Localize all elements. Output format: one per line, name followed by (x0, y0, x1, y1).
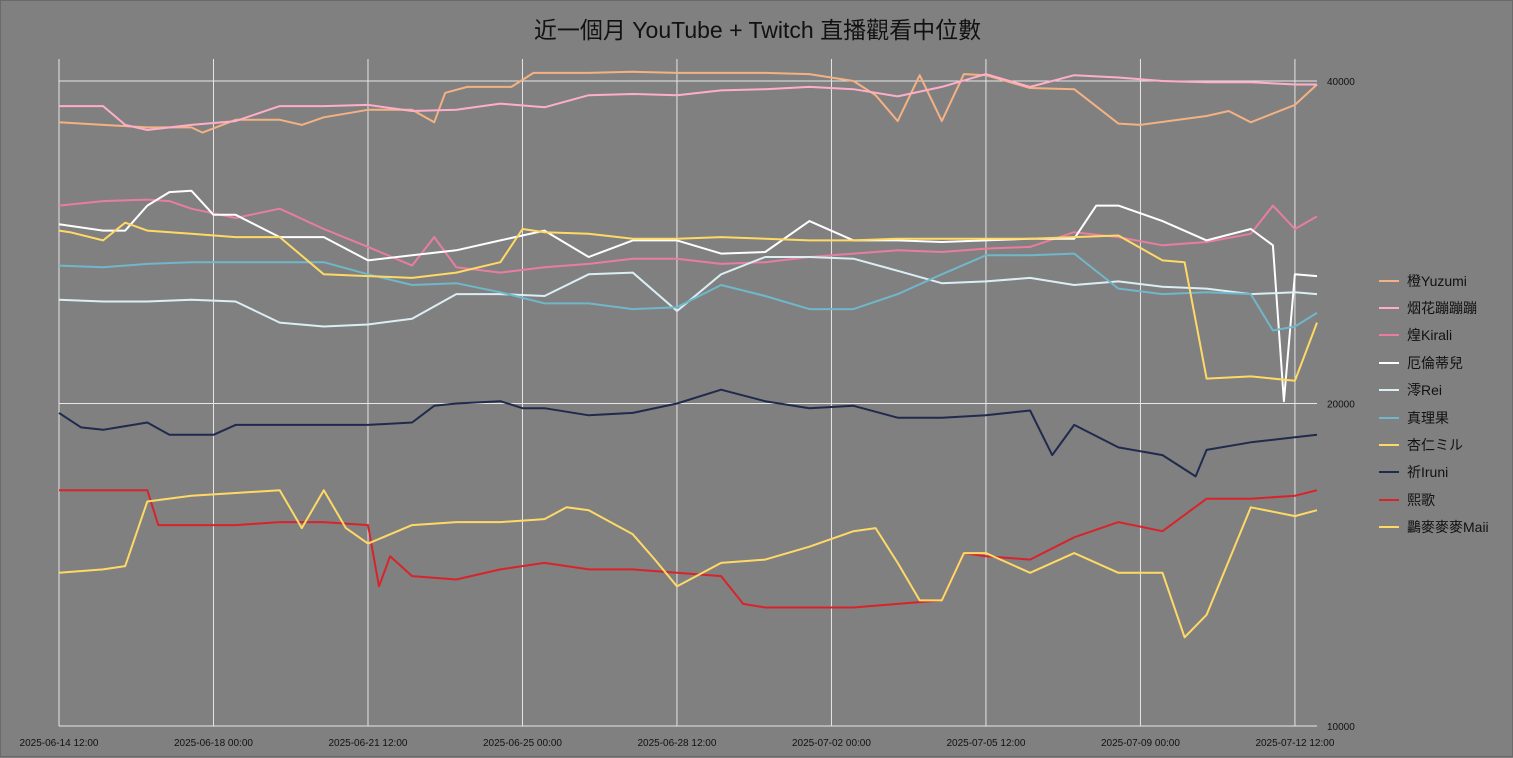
legend-label: 澪Rei (1407, 382, 1443, 399)
legend-swatch (1379, 361, 1399, 364)
legend-item: 煌Kirali (1379, 322, 1509, 349)
x-tick-label: 2025-07-09 00:00 (1101, 738, 1180, 749)
x-tick-label: 2025-06-28 12:00 (637, 738, 716, 749)
legend-swatch (1379, 471, 1399, 474)
legend-swatch (1379, 526, 1399, 529)
series-line-8 (59, 489, 1318, 609)
legend-swatch (1379, 444, 1399, 447)
x-tick-label: 2025-07-12 12:00 (1255, 738, 1334, 749)
legend-item: 杏仁ミル (1379, 431, 1509, 458)
series-line-0 (58, 70, 1318, 134)
x-tick-label: 2025-07-02 00:00 (792, 738, 871, 749)
series-line-3 (58, 189, 1318, 403)
legend-item: 祈Iruni (1379, 459, 1509, 486)
series-line-5 (58, 252, 1318, 332)
legend-label: 祈Iruni (1407, 464, 1449, 481)
legend-label: 鸓麥麥麥Maii (1407, 519, 1489, 536)
legend-swatch (1379, 334, 1399, 337)
chart-title: 近一個月 YouTube + Twitch 直播觀看中位數 (533, 17, 982, 43)
legend-label: 橙Yuzumi (1407, 272, 1467, 289)
legend-swatch (1379, 498, 1399, 501)
series-line-2 (58, 198, 1318, 274)
legend-item: 真理果 (1379, 404, 1509, 431)
series-line-1 (59, 73, 1317, 131)
legend-swatch (1379, 279, 1399, 282)
legend-label: 杏仁ミル (1407, 437, 1463, 454)
legend-item: 熙歌 (1379, 486, 1509, 513)
legend-swatch (1379, 389, 1399, 392)
legend-label: 煌Kirali (1407, 327, 1453, 344)
series-line-7 (58, 388, 1318, 478)
y-tick-label: 20000 (1327, 400, 1355, 411)
x-tick-label: 2025-06-21 12:00 (328, 738, 407, 749)
series-line-6 (58, 221, 1318, 382)
y-tick-label: 40000 (1327, 77, 1355, 88)
legend-item: 鸓麥麥麥Maii (1379, 514, 1509, 541)
legend-label: 烟花蹦蹦蹦 (1407, 300, 1477, 317)
y-tick-label: 10000 (1327, 722, 1355, 733)
x-tick-label: 2025-07-05 12:00 (946, 738, 1025, 749)
series-line-4 (58, 256, 1318, 328)
legend-item: 橙Yuzumi (1379, 267, 1509, 294)
legend-swatch (1379, 307, 1399, 310)
legend: 橙Yuzumi 烟花蹦蹦蹦煌Kirali 厄倫蒂兒澪Rei 真理果杏仁ミル祈Iruni… (1379, 267, 1509, 541)
legend-label: 熙歌 (1407, 491, 1435, 508)
legend-item: 澪Rei (1379, 377, 1509, 404)
legend-item: 烟花蹦蹦蹦 (1379, 294, 1509, 321)
legend-swatch (1379, 416, 1399, 419)
series-line-9 (58, 489, 1318, 639)
x-tick-label: 2025-06-25 00:00 (483, 738, 562, 749)
legend-item: 厄倫蒂兒 (1379, 349, 1509, 376)
x-tick-label: 2025-06-14 12:00 (20, 738, 99, 749)
x-tick-label: 2025-06-18 00:00 (174, 738, 253, 749)
legend-label: 厄倫蒂兒 (1407, 354, 1463, 371)
legend-label: 真理果 (1407, 409, 1449, 426)
